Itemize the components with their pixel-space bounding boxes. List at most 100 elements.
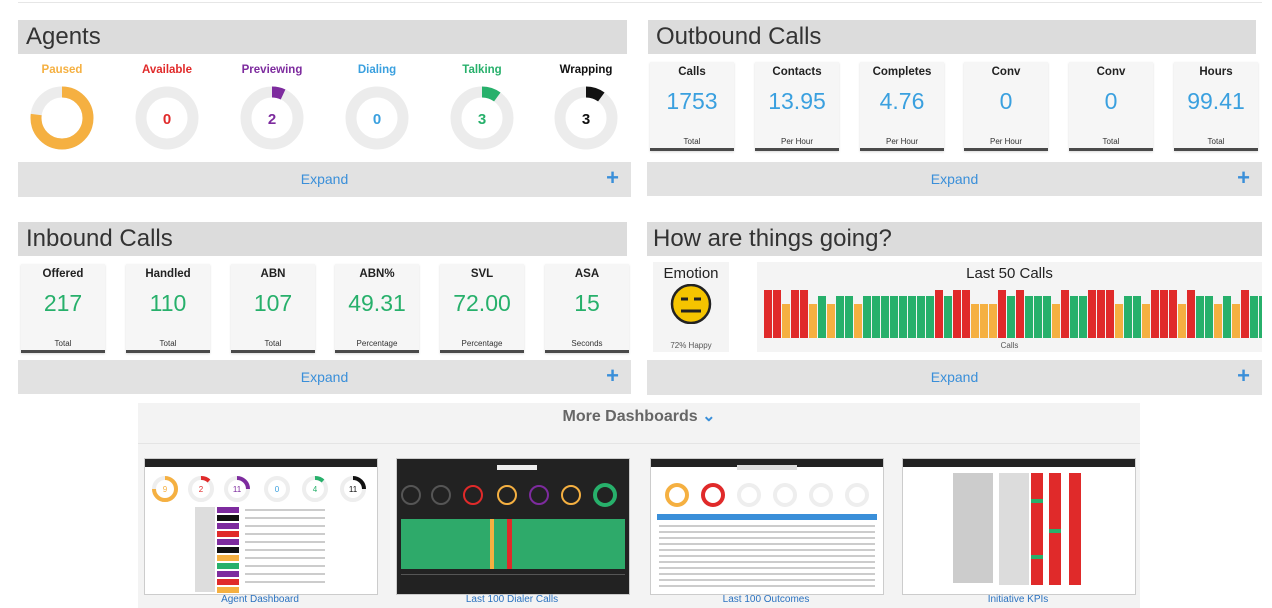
call-outcome-bar [962, 290, 970, 338]
inbound-card-4: SVL 72.00 Percentage [440, 264, 524, 353]
call-outcome-bar [800, 290, 808, 338]
agents-expand-label[interactable]: Expand [300, 171, 349, 187]
inbound-card-value: 107 [253, 290, 293, 316]
last-50-calls-title: Last 50 Calls [966, 265, 1053, 282]
call-outcome-bar [836, 296, 844, 338]
thumb-last-100-outcomes[interactable] [650, 458, 884, 595]
call-outcome-bar [773, 290, 781, 338]
agent-stat-2: Previewing 2 [222, 62, 322, 151]
inbound-card-value: 110 [149, 290, 187, 316]
agent-stat-1: Available 0 [117, 62, 217, 151]
outbound-card-4: Conv 0 Total [1069, 62, 1153, 151]
top-divider [18, 2, 1262, 3]
call-outcome-bar [1142, 304, 1150, 338]
outbound-card-sub: Per Hour [885, 137, 918, 146]
inbound-title: Inbound Calls [26, 225, 173, 252]
more-dashboards-header[interactable]: More Dashboards ⌄ [138, 403, 1140, 444]
agent-donut-value: 0 [163, 111, 171, 128]
going-expand-bar[interactable]: Expand + [647, 360, 1262, 395]
inbound-card-sub: Percentage [356, 339, 398, 348]
inbound-card-sub: Total [159, 339, 177, 348]
outbound-card-0: Calls 1753 Total [650, 62, 734, 151]
agent-stat-label: Dialing [357, 64, 397, 76]
initiative-kpis-preview [903, 459, 1135, 585]
neutral-face-icon [670, 284, 712, 324]
inbound-card-value: 217 [43, 290, 83, 316]
emotion-card: Emotion 72% Happy [653, 262, 729, 352]
svg-text:0: 0 [275, 485, 280, 494]
agent-donut: 3 [450, 86, 514, 150]
agent-donut-value: 3 [582, 111, 590, 128]
call-outcome-bar [818, 296, 826, 338]
outbound-card-title: Conv [991, 66, 1021, 78]
thumb-initiative-kpis[interactable] [902, 458, 1136, 595]
going-header: How are things going? [647, 222, 1262, 256]
outbound-card-title: Completes [872, 66, 932, 78]
going-title: How are things going? [653, 225, 892, 252]
inbound-expand-label[interactable]: Expand [300, 369, 349, 385]
caption-agent-dashboard[interactable]: Agent Dashboard [221, 594, 299, 605]
call-outcome-bar [845, 296, 853, 338]
call-outcome-bar [764, 290, 772, 338]
agents-expand-bar[interactable]: Expand + [18, 162, 631, 197]
caption-last-100-dialer-calls[interactable]: Last 100 Dialer Calls [465, 594, 559, 605]
svg-text:9: 9 [163, 485, 168, 494]
call-outcome-bar [1052, 304, 1060, 338]
call-outcome-bar [1187, 290, 1195, 338]
call-outcome-bar [971, 304, 979, 338]
outbound-card-5: Hours 99.41 Total [1174, 62, 1258, 151]
inbound-card-0: Offered 217 Total [21, 264, 105, 353]
agent-stat-4: Talking 3 [432, 62, 532, 151]
inbound-plus-icon[interactable]: + [606, 363, 619, 388]
call-outcome-bar [1124, 296, 1132, 338]
going-expand-label[interactable]: Expand [930, 369, 979, 385]
agents-plus-icon[interactable]: + [606, 165, 619, 190]
agent-donut: 23 [30, 86, 94, 150]
call-outcome-bar [1205, 296, 1213, 338]
call-outcome-bar [872, 296, 880, 338]
inbound-card-title: SVL [470, 268, 494, 280]
call-outcome-bar [791, 290, 799, 338]
emotion-sub: 72% Happy [670, 341, 712, 350]
caption-initiative-kpis[interactable]: Initiative KPIs [987, 594, 1049, 605]
caption-last-100-outcomes[interactable]: Last 100 Outcomes [722, 594, 810, 605]
call-outcome-bar [1079, 296, 1087, 338]
call-outcome-bar [1043, 296, 1051, 338]
call-outcome-bar [944, 296, 952, 338]
agent-donut-fill [450, 86, 514, 150]
inbound-card-title: ABN [260, 268, 286, 280]
svg-text:4: 4 [313, 485, 318, 494]
inbound-expand-bar[interactable]: Expand + [18, 360, 631, 394]
call-outcome-bar [809, 304, 817, 338]
call-outcome-bar [1196, 296, 1204, 338]
outcomes-preview [651, 459, 883, 587]
outbound-card-value: 99.41 [1187, 88, 1245, 114]
call-outcome-bar [782, 304, 790, 338]
call-outcome-bar [1259, 296, 1262, 338]
thumb-agent-dashboard[interactable]: 9 2 11 0 4 11 [144, 458, 378, 595]
going-plus-icon[interactable]: + [1237, 363, 1250, 388]
agent-donut-fill [240, 86, 304, 150]
outbound-expand-bar[interactable]: Expand + [647, 162, 1262, 196]
outbound-card-value: 0 [999, 88, 1013, 114]
agent-donut: 0 [345, 86, 409, 150]
outbound-plus-icon[interactable]: + [1237, 165, 1250, 190]
outbound-card-sub: Total [683, 137, 701, 146]
call-outcome-bar [1169, 290, 1177, 338]
thumb-last-100-dialer-calls[interactable] [396, 458, 630, 595]
call-outcome-bar [998, 290, 1006, 338]
call-outcome-bar [1097, 290, 1105, 338]
emotion-title: Emotion [663, 265, 719, 282]
outbound-expand-label[interactable]: Expand [930, 171, 979, 187]
agent-dashboard-preview: 9 2 11 0 4 11 [145, 459, 377, 593]
more-dashboards-title[interactable]: More Dashboards [562, 408, 698, 425]
svg-text:2: 2 [199, 485, 204, 494]
inbound-header: Inbound Calls [18, 222, 627, 256]
call-outcome-bar [989, 304, 997, 338]
outbound-card-value: 13.95 [768, 88, 826, 114]
call-outcome-bar [1133, 296, 1141, 338]
chevron-down-icon[interactable]: ⌄ [702, 408, 716, 425]
call-outcome-bar [935, 290, 943, 338]
call-outcome-bar [1007, 296, 1015, 338]
call-outcome-bar [1232, 304, 1240, 338]
